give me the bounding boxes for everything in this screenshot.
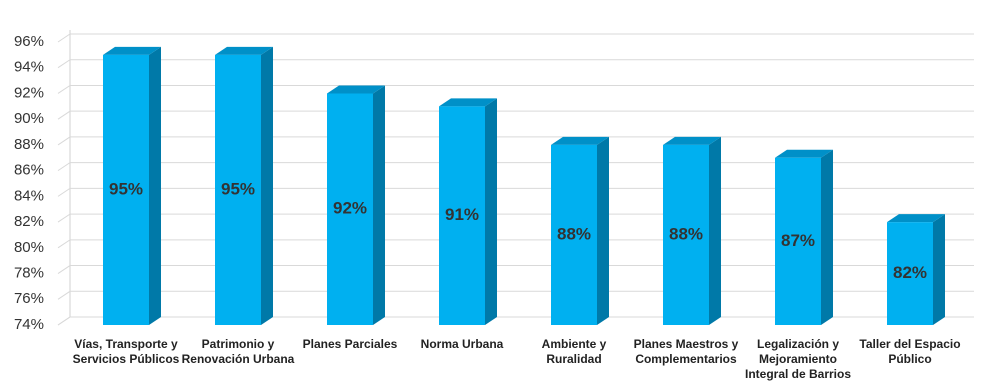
grid-line: [57, 136, 974, 146]
bar-front: [663, 144, 709, 325]
bar-top: [775, 149, 833, 158]
value-label: 82%: [893, 263, 927, 282]
grid-line: [57, 316, 974, 326]
y-tick-label: 96%: [14, 33, 44, 50]
bar-side: [821, 149, 833, 325]
grid-line: [57, 239, 974, 249]
grid-line: [57, 59, 974, 69]
y-tick-label: 80%: [14, 239, 44, 256]
grid-line: [57, 33, 974, 43]
bar-front: [215, 54, 261, 325]
value-label: 87%: [781, 231, 815, 250]
value-label: 88%: [669, 224, 703, 243]
grid-line: [57, 187, 974, 197]
bar-top: [663, 136, 721, 145]
bar-side: [373, 85, 385, 325]
bar: [663, 136, 721, 325]
grid-line: [57, 265, 974, 274]
y-tick-label: 94%: [14, 59, 44, 76]
bar-side: [261, 46, 273, 325]
bar: [551, 136, 609, 325]
bar: [775, 149, 833, 325]
y-tick-label: 74%: [14, 316, 44, 333]
bar: [887, 214, 945, 325]
bar: [327, 85, 385, 325]
grid-line: [57, 290, 974, 300]
bar-top: [215, 46, 273, 55]
grid-line: [57, 213, 974, 223]
axis-wall: [57, 30, 71, 326]
grid-line: [57, 110, 974, 120]
value-label: 88%: [557, 224, 591, 243]
x-tick-label: Planes Maestros y Complementarios: [633, 337, 739, 366]
y-tick-label: 82%: [14, 213, 44, 230]
y-tick-label: 86%: [14, 162, 44, 179]
bar: [439, 98, 497, 326]
value-label: 92%: [333, 199, 367, 218]
bar-top: [103, 46, 161, 55]
value-label: 95%: [221, 179, 255, 198]
bar-side: [709, 136, 721, 325]
bar-top: [439, 98, 497, 107]
bar-top: [551, 136, 609, 145]
bar-front: [103, 54, 149, 325]
value-label: 91%: [445, 205, 479, 224]
bar: [103, 46, 161, 325]
bar-top: [887, 214, 945, 223]
bar-side: [149, 46, 161, 325]
bar-side: [597, 136, 609, 325]
grid-line: [57, 84, 974, 94]
grid-line: [57, 162, 974, 172]
x-tick-label: Patrimonio y Renovación Urbana: [181, 337, 295, 366]
y-tick-label: 84%: [14, 187, 44, 204]
x-tick-label: Planes Parciales: [302, 337, 398, 351]
x-tick-label: Taller del Espacio Público: [859, 337, 961, 366]
y-tick-label: 76%: [14, 290, 44, 307]
bar-front: [551, 144, 597, 325]
y-tick-label: 78%: [14, 265, 44, 282]
bar-side: [485, 98, 497, 326]
y-tick-label: 92%: [14, 84, 44, 101]
y-tick-label: 88%: [14, 136, 44, 153]
x-tick-label: Ambiente y Ruralidad: [541, 337, 607, 366]
bar-top: [327, 85, 385, 94]
bar-front: [439, 106, 485, 326]
bar-front: [887, 222, 933, 325]
bar-front: [327, 93, 373, 325]
x-tick-label: Vías, Transporte y Servicios Públicos: [72, 337, 180, 366]
x-tick-label: Legalización y Mejoramiento Integral de …: [744, 337, 852, 381]
value-label: 95%: [109, 179, 143, 198]
bar: [215, 46, 273, 325]
y-tick-label: 90%: [14, 110, 44, 127]
bar-side: [933, 214, 945, 325]
x-tick-label: Norma Urbana: [420, 337, 504, 351]
bar-front: [775, 157, 821, 325]
